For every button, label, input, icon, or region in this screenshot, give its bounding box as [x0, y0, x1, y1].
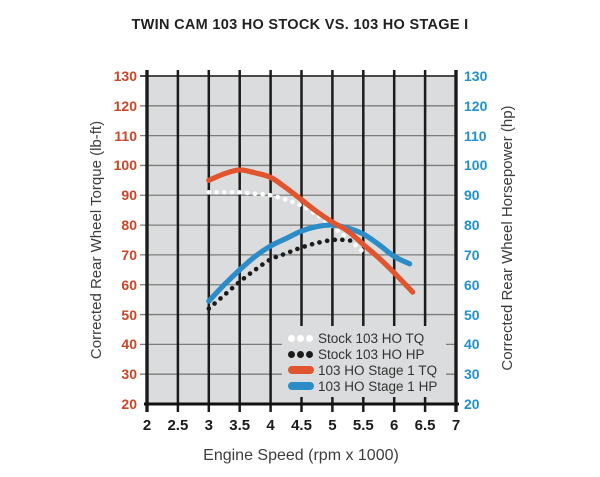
y-right-tick-110: 110: [464, 127, 487, 144]
legend-label-stock-tq: Stock 103 HO TQ: [318, 330, 425, 346]
x-tick-2.5: 2.5: [167, 417, 189, 434]
x-tick-3.5: 3.5: [229, 417, 251, 434]
x-tick-4: 4: [266, 417, 275, 434]
y-left-tick-130: 130: [113, 68, 137, 84]
y-right-tick-50: 50: [464, 306, 480, 323]
legend-row-stock-tq: Stock 103 HO TQ: [288, 330, 446, 346]
y-axis-left-title: Corrected Rear Wheel Torque (lb-ft): [88, 120, 105, 360]
y-left-tick-110: 110: [114, 127, 137, 144]
y-right-tick-100: 100: [464, 157, 488, 174]
x-tick-4.5: 4.5: [291, 417, 312, 434]
legend-marker-stock-tq: [288, 334, 314, 342]
legend-label-stage1-hp: 103 HO Stage 1 HP: [318, 378, 438, 394]
y-right-tick-60: 60: [464, 276, 480, 293]
y-left-tick-50: 50: [121, 306, 137, 323]
y-left-tick-120: 120: [113, 97, 137, 114]
y-left-tick-70: 70: [121, 246, 137, 263]
legend-row-stage1-hp: 103 HO Stage 1 HP: [288, 378, 446, 394]
x-tick-5: 5: [328, 417, 337, 434]
series-stock-103-ho-hp: [206, 237, 360, 311]
legend-marker-stage1-tq: [288, 366, 314, 374]
y-right-tick-90: 90: [464, 187, 480, 204]
y-right-tick-30: 30: [464, 366, 480, 383]
y-left-tick-90: 90: [121, 187, 137, 204]
y-right-tick-80: 80: [464, 217, 480, 234]
legend-marker-stock-hp: [288, 350, 314, 358]
y-right-tick-130: 130: [464, 68, 488, 84]
chart-legend: Stock 103 HO TQ Stock 103 HO HP 103 HO S…: [282, 326, 446, 397]
series-103-ho-stage-1-tq: [206, 167, 416, 295]
legend-label-stock-hp: Stock 103 HO HP: [318, 346, 425, 362]
y-right-tick-40: 40: [464, 336, 480, 353]
y-right-tick-120: 120: [464, 97, 488, 114]
y-left-tick-40: 40: [121, 336, 137, 353]
chart-title: TWIN CAM 103 HO STOCK VS. 103 HO STAGE I: [131, 17, 469, 33]
legend-row-stock-hp: Stock 103 HO HP: [288, 346, 446, 362]
y-left-tick-60: 60: [121, 276, 137, 293]
x-tick-5.5: 5.5: [352, 417, 374, 434]
x-tick-3: 3: [204, 417, 213, 434]
y-left-tick-20: 20: [121, 396, 137, 412]
x-tick-6: 6: [390, 417, 399, 434]
y-left-tick-30: 30: [121, 366, 137, 383]
y-left-tick-80: 80: [121, 217, 137, 234]
legend-marker-stage1-hp: [288, 382, 314, 390]
x-axis-title: Engine Speed (rpm x 1000): [203, 447, 399, 464]
y-right-tick-20: 20: [464, 396, 480, 412]
x-tick-7: 7: [451, 417, 461, 434]
x-tick-6.5: 6.5: [414, 417, 436, 434]
y-right-tick-70: 70: [464, 246, 480, 263]
series-103-ho-stage-1-hp: [206, 222, 413, 304]
y-left-tick-100: 100: [113, 157, 137, 174]
legend-label-stage1-tq: 103 HO Stage 1 TQ: [318, 362, 438, 378]
series-stock-103-ho-tq: [206, 189, 366, 255]
x-tick-2: 2: [142, 417, 152, 434]
legend-row-stage1-tq: 103 HO Stage 1 TQ: [288, 362, 446, 378]
y-axis-right-title: Corrected Rear Wheel Horsepower (hp): [499, 105, 516, 371]
